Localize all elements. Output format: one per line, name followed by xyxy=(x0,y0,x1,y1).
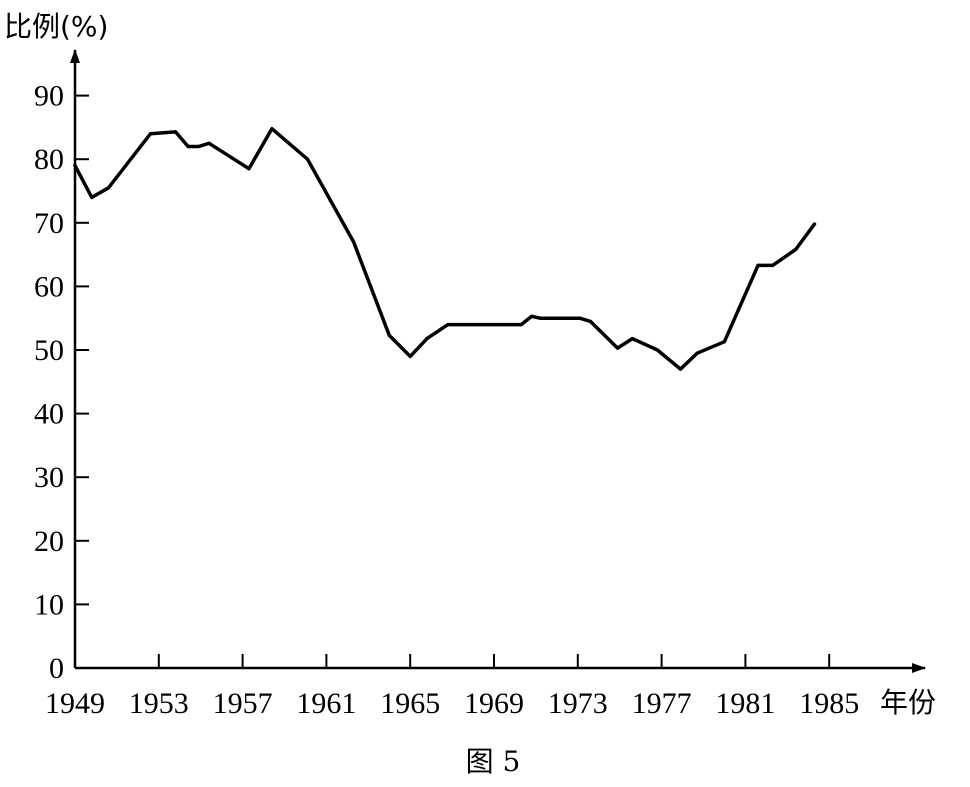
data-point xyxy=(186,144,190,149)
data-point xyxy=(616,346,620,350)
data-point xyxy=(106,186,111,190)
x-tick-label: 1985 xyxy=(799,687,859,720)
x-tick-label: 1949 xyxy=(45,687,105,720)
x-axis-title: 年份 xyxy=(880,686,936,719)
y-tick-label: 90 xyxy=(34,80,64,113)
data-point xyxy=(247,167,251,171)
x-tick-label: 1957 xyxy=(213,687,273,720)
data-point xyxy=(148,132,152,136)
x-tick-label: 1953 xyxy=(129,687,189,720)
data-point xyxy=(538,316,542,320)
data-point xyxy=(352,240,356,244)
data-point xyxy=(387,333,391,337)
x-tick-label: 1981 xyxy=(715,687,775,720)
data-point xyxy=(207,141,211,145)
x-ticks: 1949 1953 1957 1961 1965 1969 1973 1977 1981 1985 xyxy=(45,654,859,720)
data-point xyxy=(588,319,593,323)
data-point xyxy=(446,323,450,327)
data-point xyxy=(408,354,412,358)
y-tick-label: 50 xyxy=(34,334,64,367)
data-point xyxy=(530,314,534,318)
data-point xyxy=(425,337,429,341)
data-point xyxy=(630,337,634,341)
data-point xyxy=(305,157,310,161)
axes xyxy=(70,49,926,673)
y-tick-label: 20 xyxy=(34,525,64,558)
y-tick-label: 10 xyxy=(34,588,64,621)
x-tick-label: 1977 xyxy=(632,687,692,720)
data-point xyxy=(771,263,775,267)
y-ticks: 0 10 20 30 40 50 60 70 80 90 xyxy=(34,80,89,685)
data-point xyxy=(655,348,660,352)
data-point xyxy=(756,263,760,267)
series-line xyxy=(73,126,817,371)
data-point xyxy=(73,164,77,168)
data-point xyxy=(722,340,727,344)
x-tick-label: 1965 xyxy=(380,687,440,720)
series-points xyxy=(73,127,817,371)
y-tick-label: 70 xyxy=(34,207,64,240)
x-tick-label: 1969 xyxy=(464,687,524,720)
data-point xyxy=(678,367,683,371)
data-point xyxy=(561,316,565,320)
figure-caption: 图 5 xyxy=(466,745,521,778)
y-tick-label: 60 xyxy=(34,270,64,303)
y-tick-label: 40 xyxy=(34,398,64,431)
data-point xyxy=(270,127,274,131)
data-point xyxy=(197,144,201,149)
y-tick-label: 80 xyxy=(34,143,64,176)
data-point xyxy=(578,316,582,320)
y-tick-label: 0 xyxy=(49,652,64,685)
y-tick-label: 30 xyxy=(34,461,64,494)
data-point xyxy=(519,323,523,327)
x-tick-label: 1961 xyxy=(296,687,356,720)
data-point xyxy=(812,222,817,226)
data-point xyxy=(90,195,94,199)
data-point xyxy=(695,351,699,355)
data-point xyxy=(174,130,178,134)
y-axis-title: 比例(%) xyxy=(4,10,108,43)
data-point xyxy=(794,247,798,252)
x-tick-label: 1973 xyxy=(548,687,608,720)
